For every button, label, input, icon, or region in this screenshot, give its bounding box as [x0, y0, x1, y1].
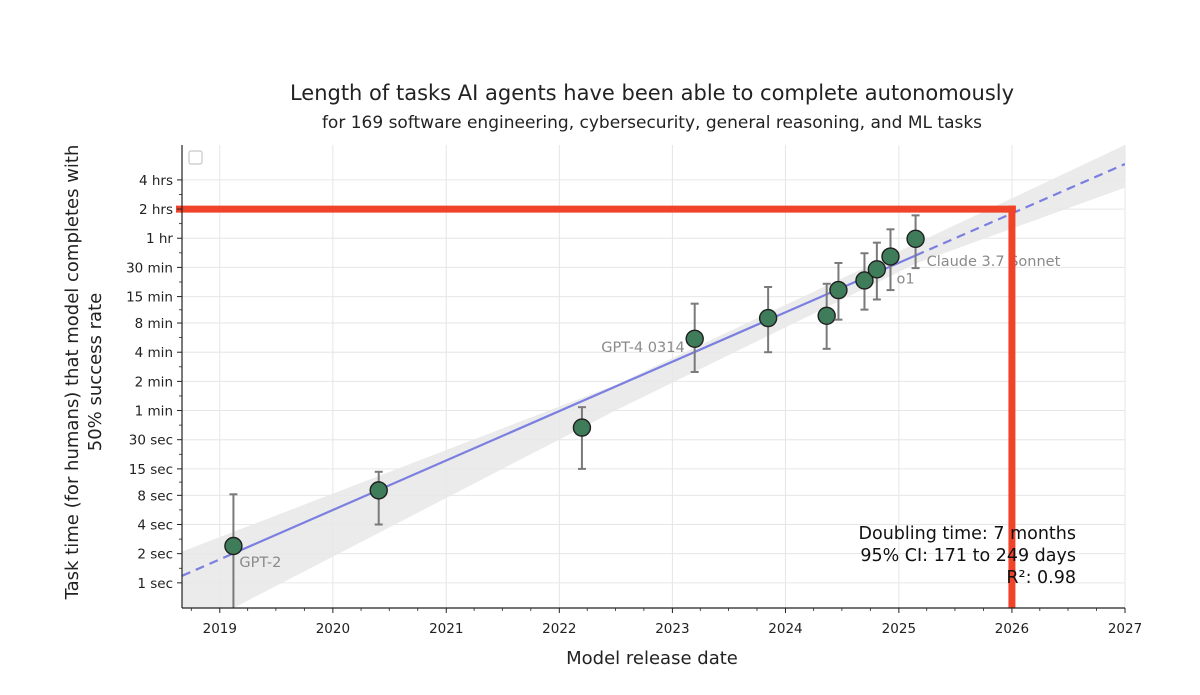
y-tick-label: 15 sec [129, 462, 173, 478]
confidence-band [182, 145, 1125, 608]
data-point-marker [572, 418, 592, 437]
data-point-marker [817, 306, 836, 325]
data-point-marker [685, 329, 704, 348]
y-tick-label: 30 sec [129, 433, 173, 449]
axes [181, 145, 1125, 609]
y-tick-label: 8 min [135, 316, 173, 332]
x-tick-label: 2019 [203, 621, 237, 637]
y-tick-label: 1 hr [146, 231, 173, 247]
chart-subtitle: for 169 software engineering, cybersecur… [322, 113, 982, 133]
x-tick-labels: 2019 2020 2021 2022 2023 2024 2025 2026 2027 [190, 608, 1142, 637]
x-tick-label: 2025 [882, 621, 916, 637]
y-tick-label: 2 min [135, 374, 173, 390]
x-tick-label: 2027 [1108, 621, 1142, 637]
chart-title: Length of tasks AI agents have been able… [290, 81, 1014, 105]
x-tick-label: 2026 [995, 621, 1029, 637]
data-point-marker [867, 260, 887, 279]
x-tick-label: 2021 [429, 621, 463, 637]
data-point-marker [224, 536, 243, 556]
y-tick-label: 1 sec [137, 576, 173, 592]
point-annotations: GPT-2 GPT-4 0314 o1 Claude 3.7 Sonnet [239, 254, 1060, 571]
x-tick-label: 2022 [542, 621, 576, 637]
data-point-marker [369, 481, 388, 500]
y-tick-label: 15 min [126, 290, 173, 306]
y-tick-label: 4 hrs [139, 173, 173, 189]
y-tick-label: 4 min [135, 345, 173, 361]
x-tick-label: 2020 [316, 621, 350, 637]
trend-line-projection-dashed [915, 163, 1125, 257]
legend-checkbox [188, 150, 203, 165]
data-point-marker [906, 229, 925, 249]
trend-line-solid [232, 254, 917, 555]
y-tick-label: 4 sec [137, 518, 173, 534]
trend-line [182, 163, 1125, 577]
highlight-lines [176, 205, 1016, 608]
point-label: o1 [896, 272, 914, 288]
point-label: Claude 3.7 Sonnet [927, 254, 1061, 270]
ci-band-area [182, 145, 1125, 608]
y-tick-label: 30 min [126, 260, 173, 276]
point-label: GPT-2 [239, 555, 281, 571]
stats-r-squared: R²: 0.98 [1006, 568, 1076, 588]
stats-doubling-time: Doubling time: 7 months [859, 524, 1076, 544]
data-point-marker [758, 308, 778, 328]
y-tick-label: 2 hrs [139, 202, 173, 218]
x-tick-label: 2024 [768, 621, 802, 637]
y-tick-label: 1 min [135, 404, 173, 420]
y-axis-label-line1: Task time (for humans) that model comple… [62, 145, 83, 601]
x-tick-label: 2023 [655, 621, 689, 637]
y-axis-label-line2: 50% success rate [85, 293, 106, 451]
y-tick-label: 8 sec [137, 488, 173, 504]
point-label: GPT-4 0314 [601, 340, 684, 356]
data-point-marker [881, 247, 900, 266]
y-tick-labels: 1 sec 2 sec 4 sec 8 sec 15 sec 30 sec 1 min 2 m… [126, 173, 182, 592]
data-point-marker [855, 271, 874, 290]
data-point-marker [829, 280, 848, 300]
data-points [224, 214, 925, 608]
stats-confidence-interval: 95% CI: 171 to 249 days [860, 546, 1076, 566]
trend-line-early-dashed [182, 552, 234, 577]
y-tick-label: 2 sec [137, 547, 173, 563]
x-axis-label: Model release date [566, 648, 738, 669]
